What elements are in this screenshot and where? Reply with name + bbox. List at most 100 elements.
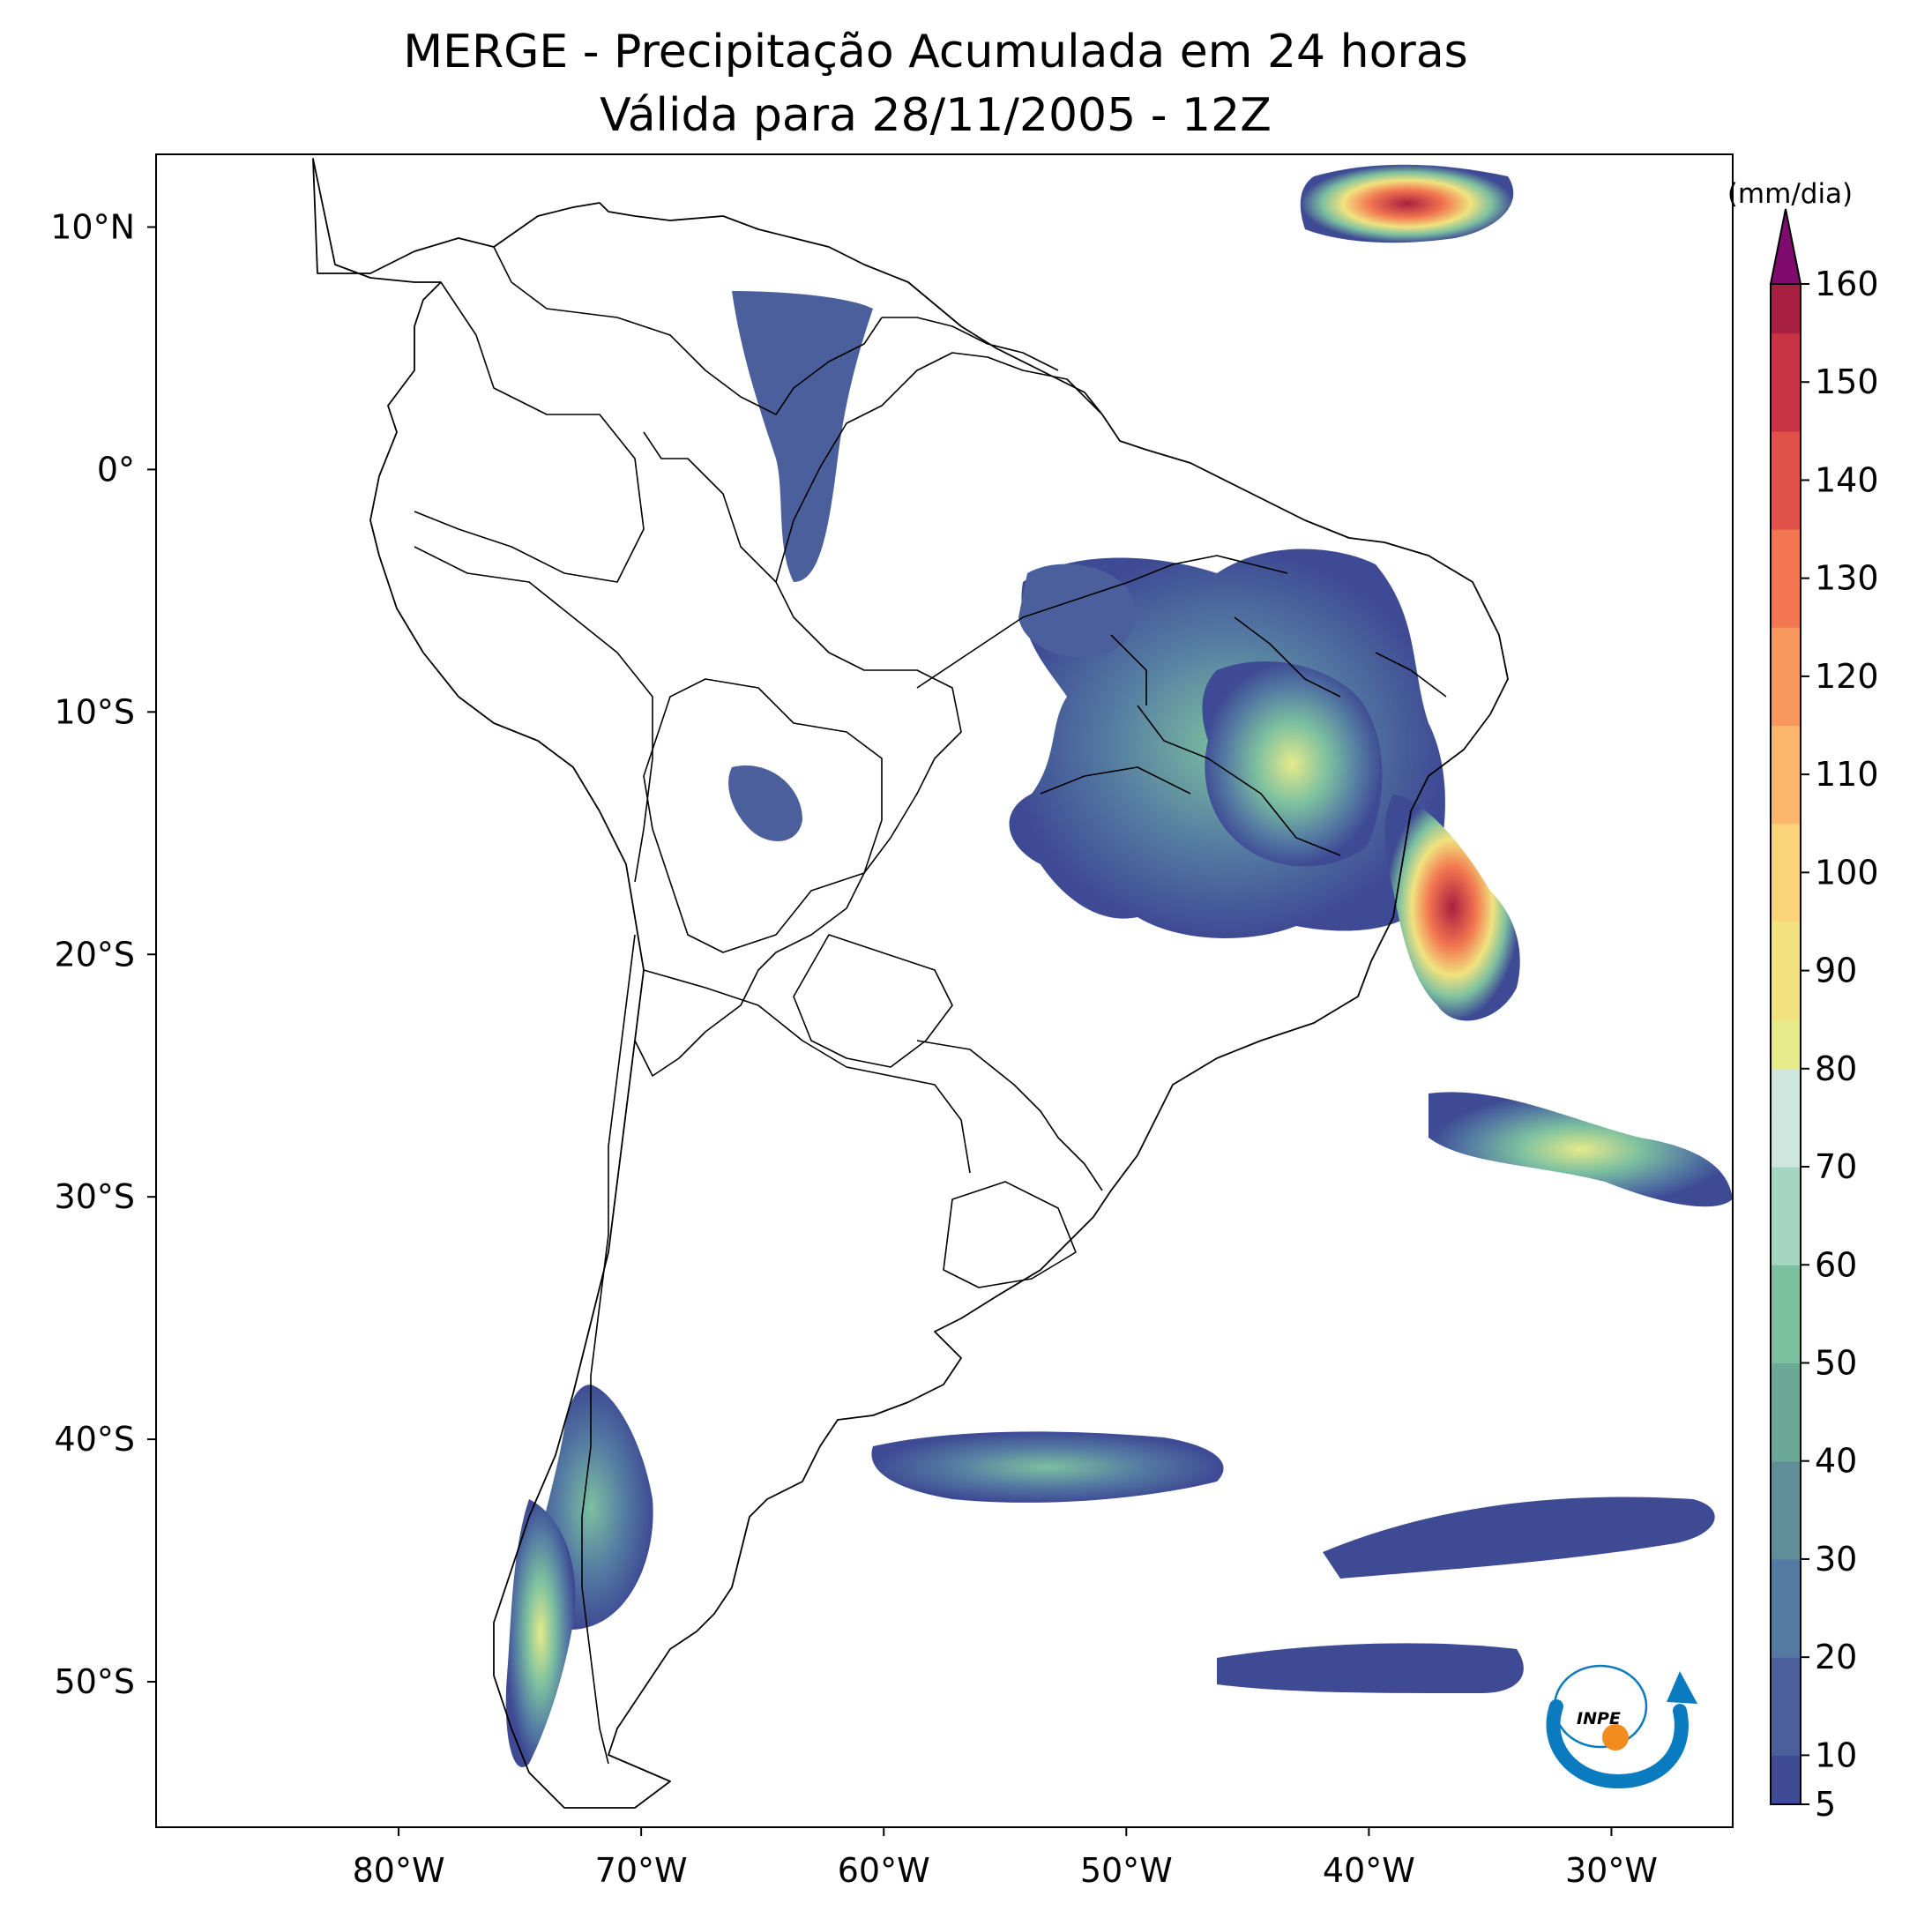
colorbar-segment <box>1771 774 1801 825</box>
colorbar-tick-label: 110 <box>1815 755 1879 794</box>
colorbar-segment <box>1771 1215 1801 1265</box>
lat-tick-label: 10°N <box>50 207 135 246</box>
colorbar-segment <box>1771 1265 1801 1315</box>
longitude-ticks: 80°W 70°W 60°W 50°W 40°W 30°W <box>353 1827 1658 1890</box>
colorbar-segment <box>1771 1608 1801 1658</box>
colorbar-tick-label: 160 <box>1815 265 1879 303</box>
rain-region-atlantic-far-south <box>1323 1497 1715 1579</box>
inpe-logo-arc-icon <box>1546 1699 1689 1789</box>
colorbar-extend-arrow <box>1769 208 1802 285</box>
south-america-coastline <box>312 158 1509 1809</box>
colorbar-segment <box>1771 1510 1801 1560</box>
colorbar-frame <box>1770 283 1801 1805</box>
colorbar-segments <box>1771 284 1801 1805</box>
argentina-north-border <box>643 969 971 1174</box>
inpe-logo-arrow-icon <box>1667 1671 1697 1704</box>
colorbar-tick-label: 70 <box>1815 1147 1857 1186</box>
colorbar-segment <box>1771 921 1801 972</box>
lon-tick-label: 50°W <box>1080 1851 1173 1890</box>
colorbar: (mm/dia) 5 10 20 30 40 50 60 70 80 90 100 110 120 130… <box>1727 178 1879 1824</box>
title-line-1: MERGE - Precipitação Acumulada em 24 hor… <box>403 26 1468 78</box>
colorbar-tick-label: 60 <box>1815 1245 1857 1284</box>
colorbar-segment <box>1771 1068 1801 1119</box>
lon-tick-label: 70°W <box>595 1851 688 1890</box>
colorbar-tick-label: 100 <box>1815 853 1879 892</box>
brazil-border-south <box>916 1040 1103 1191</box>
colorbar-segment <box>1771 1780 1801 1805</box>
inpe-logo-sun-icon <box>1602 1724 1629 1751</box>
rain-region-coastal-band <box>1384 794 1520 1021</box>
colorbar-tick-label: 130 <box>1815 559 1879 598</box>
inpe-logo-orbit-icon <box>1553 1664 1648 1749</box>
latitude-ticks: 10°N 0° 10°S 20°S 30°S 40°S 50°S <box>50 207 156 1701</box>
colorbar-segment <box>1771 284 1801 334</box>
colorbar-segment <box>1771 578 1801 628</box>
colorbar-segment <box>1771 430 1801 481</box>
rain-region-brazil-center <box>1202 661 1383 867</box>
colorbar-segment <box>1771 1019 1801 1070</box>
venezuela-border <box>493 246 883 415</box>
colorbar-segment <box>1771 1362 1801 1413</box>
title-line-2: Válida para 28/11/2005 - 12Z <box>600 89 1272 142</box>
country-borders <box>312 158 1509 1809</box>
colorbar-tick-label: 50 <box>1815 1343 1857 1382</box>
lat-tick-label: 0° <box>97 450 135 489</box>
colorbar-tick-label: 40 <box>1815 1442 1857 1481</box>
lat-tick-label: 20°S <box>55 935 135 974</box>
map-panel <box>312 158 1733 1809</box>
colorbar-segment <box>1771 1460 1801 1511</box>
map-frame <box>155 153 1734 1828</box>
lon-tick-label: 30°W <box>1565 1851 1658 1890</box>
lon-tick-label: 60°W <box>838 1851 930 1890</box>
colorbar-segment <box>1771 480 1801 530</box>
guianas-border <box>882 317 1059 371</box>
rain-region-south-atlantic-band <box>1217 1643 1524 1693</box>
rain-region-atlantic-south <box>1428 1092 1733 1207</box>
colorbar-tick-label: 120 <box>1815 657 1879 696</box>
bolivia-border <box>643 678 883 953</box>
colorbar-segment <box>1771 872 1801 922</box>
colorbar-segment <box>1771 1657 1801 1707</box>
rain-region-amazon-east <box>1018 564 1136 658</box>
colorbar-tick-label: 10 <box>1815 1736 1857 1774</box>
lon-tick-label: 40°W <box>1323 1851 1415 1890</box>
colorbar-segment <box>1771 1117 1801 1168</box>
colorbar-segment <box>1771 332 1801 383</box>
lat-tick-label: 50°S <box>55 1662 135 1701</box>
inpe-logo: INPE <box>1546 1664 1697 1789</box>
argentina-chile-border <box>581 934 636 1765</box>
colorbar-segment <box>1771 1167 1801 1217</box>
brazil-state-lines <box>916 555 1447 856</box>
colorbar-tick-label: 80 <box>1815 1049 1857 1088</box>
colorbar-segment <box>1771 529 1801 579</box>
colorbar-segment <box>1771 1412 1801 1462</box>
lat-tick-label: 10°S <box>55 692 135 731</box>
colorbar-segment <box>1771 1755 1801 1780</box>
colorbar-unit-label: (mm/dia) <box>1727 178 1853 210</box>
colorbar-tick-label: 30 <box>1815 1540 1857 1579</box>
colorbar-tick-label: 5 <box>1815 1785 1836 1824</box>
colorbar-segment <box>1771 676 1801 727</box>
rain-region-bolivia <box>728 765 802 841</box>
inpe-logo-text: INPE <box>1577 1709 1621 1728</box>
colombia-border <box>414 281 645 583</box>
colorbar-ticks: 5 10 20 30 40 50 60 70 80 90 100 110 120 130 140 150 160 <box>1801 265 1879 1824</box>
peru-border <box>414 546 653 883</box>
rain-region-venezuela <box>732 291 873 582</box>
colorbar-segment <box>1771 627 1801 677</box>
colorbar-tick-label: 140 <box>1815 460 1879 499</box>
lat-tick-label: 30°S <box>55 1177 135 1216</box>
brazil-border-north <box>775 352 1103 583</box>
rain-region-equatorial-atlantic <box>1300 164 1514 243</box>
colorbar-segment <box>1771 1706 1801 1756</box>
colorbar-segment <box>1771 1558 1801 1609</box>
colorbar-segment <box>1771 725 1801 775</box>
colorbar-segment <box>1771 1313 1801 1364</box>
brazil-border-west <box>634 431 962 1077</box>
uruguay-border <box>943 1181 1077 1288</box>
colorbar-segment <box>1771 382 1801 432</box>
precipitation-field <box>505 164 1733 1767</box>
lat-tick-label: 40°S <box>55 1420 135 1459</box>
colorbar-tick-label: 150 <box>1815 362 1879 401</box>
colorbar-tick-label: 90 <box>1815 952 1857 990</box>
